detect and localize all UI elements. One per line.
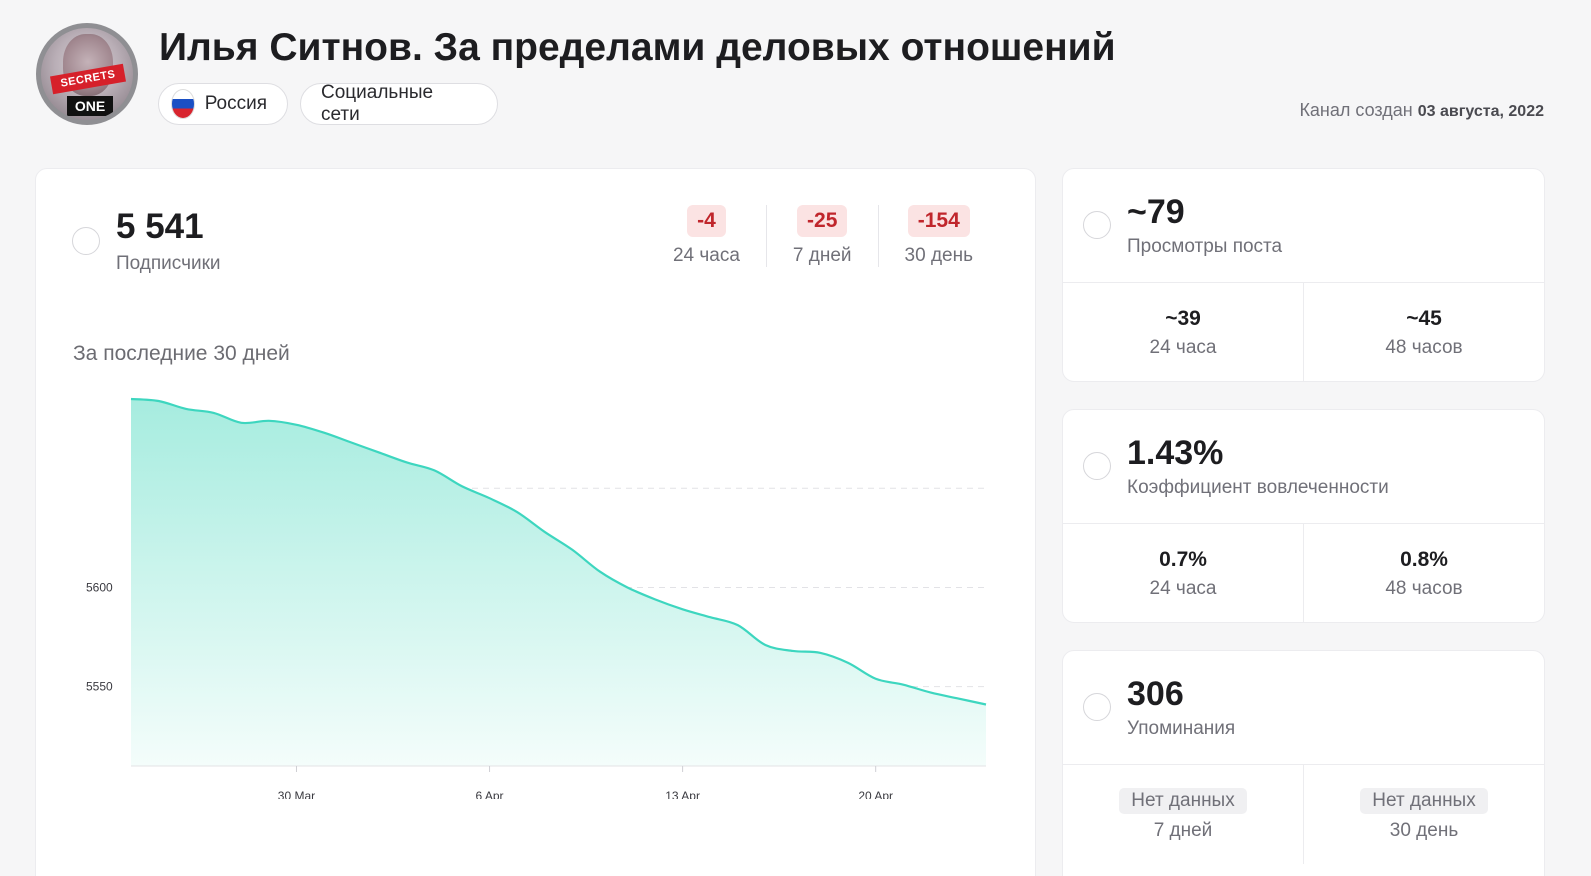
delta-30d: -154 30 день: [877, 205, 999, 267]
split-label: 7 дней: [1153, 819, 1213, 841]
page-title: Илья Ситнов. За пределами деловых отноше…: [159, 26, 1116, 69]
split-value: 0.7%: [1159, 547, 1207, 571]
mentions-radio[interactable]: [1083, 693, 1111, 721]
engagement-split: 0.7% 24 часа 0.8% 48 часов: [1063, 523, 1544, 623]
post-views-card: ~79 Просмотры поста ~39 24 часа ~45 48 ч…: [1062, 168, 1545, 382]
delta-label: 30 день: [904, 245, 973, 266]
delta-badge: -25: [797, 205, 848, 237]
views-48h: ~45 48 часов: [1303, 283, 1544, 382]
split-value: ~45: [1406, 306, 1442, 330]
x-tick-label: 6 Apr: [476, 789, 504, 799]
subscribers-chart: 5550 5600 30 Mar 6 Apr 13 Apr 20 Apr: [86, 397, 987, 799]
mentions-7d: Нет данных 7 дней: [1063, 765, 1303, 864]
avatar-badge: ONE: [67, 96, 113, 116]
split-label: 48 часов: [1385, 577, 1463, 599]
category-tag[interactable]: Социальные сети: [300, 82, 498, 125]
mentions-label: Упоминания: [1127, 718, 1236, 739]
delta-label: 7 дней: [792, 245, 852, 266]
split-value: ~39: [1165, 306, 1201, 330]
chart-line: [130, 397, 987, 706]
views-label: Просмотры поста: [1127, 236, 1283, 257]
engagement-24h: 0.7% 24 часа: [1063, 524, 1303, 623]
delta-badge: -4: [687, 205, 726, 237]
engagement-label: Коэффициент вовлеченности: [1127, 477, 1389, 498]
subscriber-deltas: -4 24 часа -25 7 дней -154 30 день: [647, 205, 999, 267]
mentions-value: 306: [1127, 675, 1184, 713]
delta-7d: -25 7 дней: [765, 205, 878, 267]
channel-avatar: SECRETS ONE: [36, 23, 138, 125]
created-label: Канал создан: [1299, 100, 1413, 120]
engagement-radio[interactable]: [1083, 452, 1111, 480]
x-tick-label: 30 Mar: [278, 789, 315, 799]
engagement-value: 1.43%: [1127, 434, 1224, 472]
x-tick-label: 20 Apr: [858, 789, 893, 799]
views-split: ~39 24 часа ~45 48 часов: [1063, 282, 1544, 382]
engagement-48h: 0.8% 48 часов: [1303, 524, 1544, 623]
engagement-card: 1.43% Коэффициент вовлеченности 0.7% 24 …: [1062, 409, 1545, 623]
mentions-30d: Нет данных 30 день: [1303, 765, 1544, 864]
split-label: 24 часа: [1149, 336, 1217, 358]
mentions-split: Нет данных 7 дней Нет данных 30 день: [1063, 764, 1544, 864]
views-24h: ~39 24 часа: [1063, 283, 1303, 382]
channel-created: Канал создан 03 августа, 2022: [1299, 100, 1544, 121]
split-label: 30 день: [1389, 819, 1459, 841]
views-value: ~79: [1127, 193, 1185, 231]
mentions-card: 306 Упоминания Нет данных 7 дней Нет дан…: [1062, 650, 1545, 876]
delta-label: 24 часа: [672, 245, 740, 266]
subscribers-radio[interactable]: [72, 227, 100, 255]
delta-badge: -154: [907, 205, 970, 237]
subscribers-card: 5 541 Подписчики -4 24 часа -25 7 дней -…: [35, 168, 1036, 876]
no-data-badge: Нет данных: [1119, 787, 1247, 814]
no-data-badge: Нет данных: [1360, 787, 1488, 814]
created-date: 03 августа, 2022: [1417, 103, 1544, 120]
russia-flag-icon: [171, 89, 195, 119]
subscribers-count: 5 541: [116, 207, 204, 246]
country-tag[interactable]: Россия: [158, 83, 288, 125]
x-tick-label: 13 Apr: [665, 789, 700, 799]
category-label: Социальные сети: [321, 82, 434, 125]
views-radio[interactable]: [1083, 211, 1111, 239]
y-tick-label: 5550: [86, 680, 113, 694]
y-tick-label: 5600: [86, 580, 113, 594]
subscribers-label: Подписчики: [116, 253, 221, 274]
split-label: 48 часов: [1385, 336, 1463, 358]
chart-period-label: За последние 30 дней: [73, 342, 290, 365]
chart-area: [131, 399, 986, 766]
split-label: 24 часа: [1149, 577, 1217, 599]
delta-24h: -4 24 часа: [647, 205, 766, 267]
country-label: Россия: [204, 93, 267, 114]
split-value: 0.8%: [1400, 547, 1448, 571]
